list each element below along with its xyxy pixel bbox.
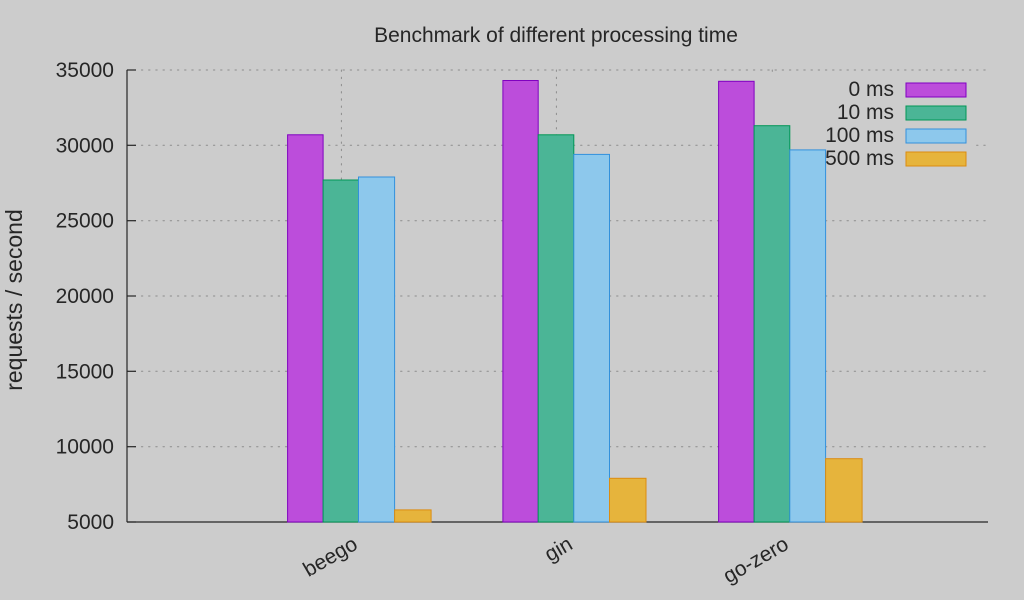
svg-text:25000: 25000 (56, 210, 114, 233)
svg-text:100 ms: 100 ms (825, 124, 894, 147)
svg-text:5000: 5000 (67, 511, 114, 534)
svg-text:20000: 20000 (56, 285, 114, 308)
svg-text:requests / second: requests / second (1, 209, 27, 391)
svg-text:0 ms: 0 ms (848, 78, 894, 101)
svg-text:35000: 35000 (56, 59, 114, 82)
svg-text:500 ms: 500 ms (825, 147, 894, 170)
svg-text:30000: 30000 (56, 134, 114, 157)
svg-text:15000: 15000 (56, 360, 114, 383)
svg-text:10000: 10000 (56, 436, 114, 459)
svg-text:Benchmark of different process: Benchmark of different processing time (374, 24, 738, 47)
svg-text:10 ms: 10 ms (837, 101, 894, 124)
